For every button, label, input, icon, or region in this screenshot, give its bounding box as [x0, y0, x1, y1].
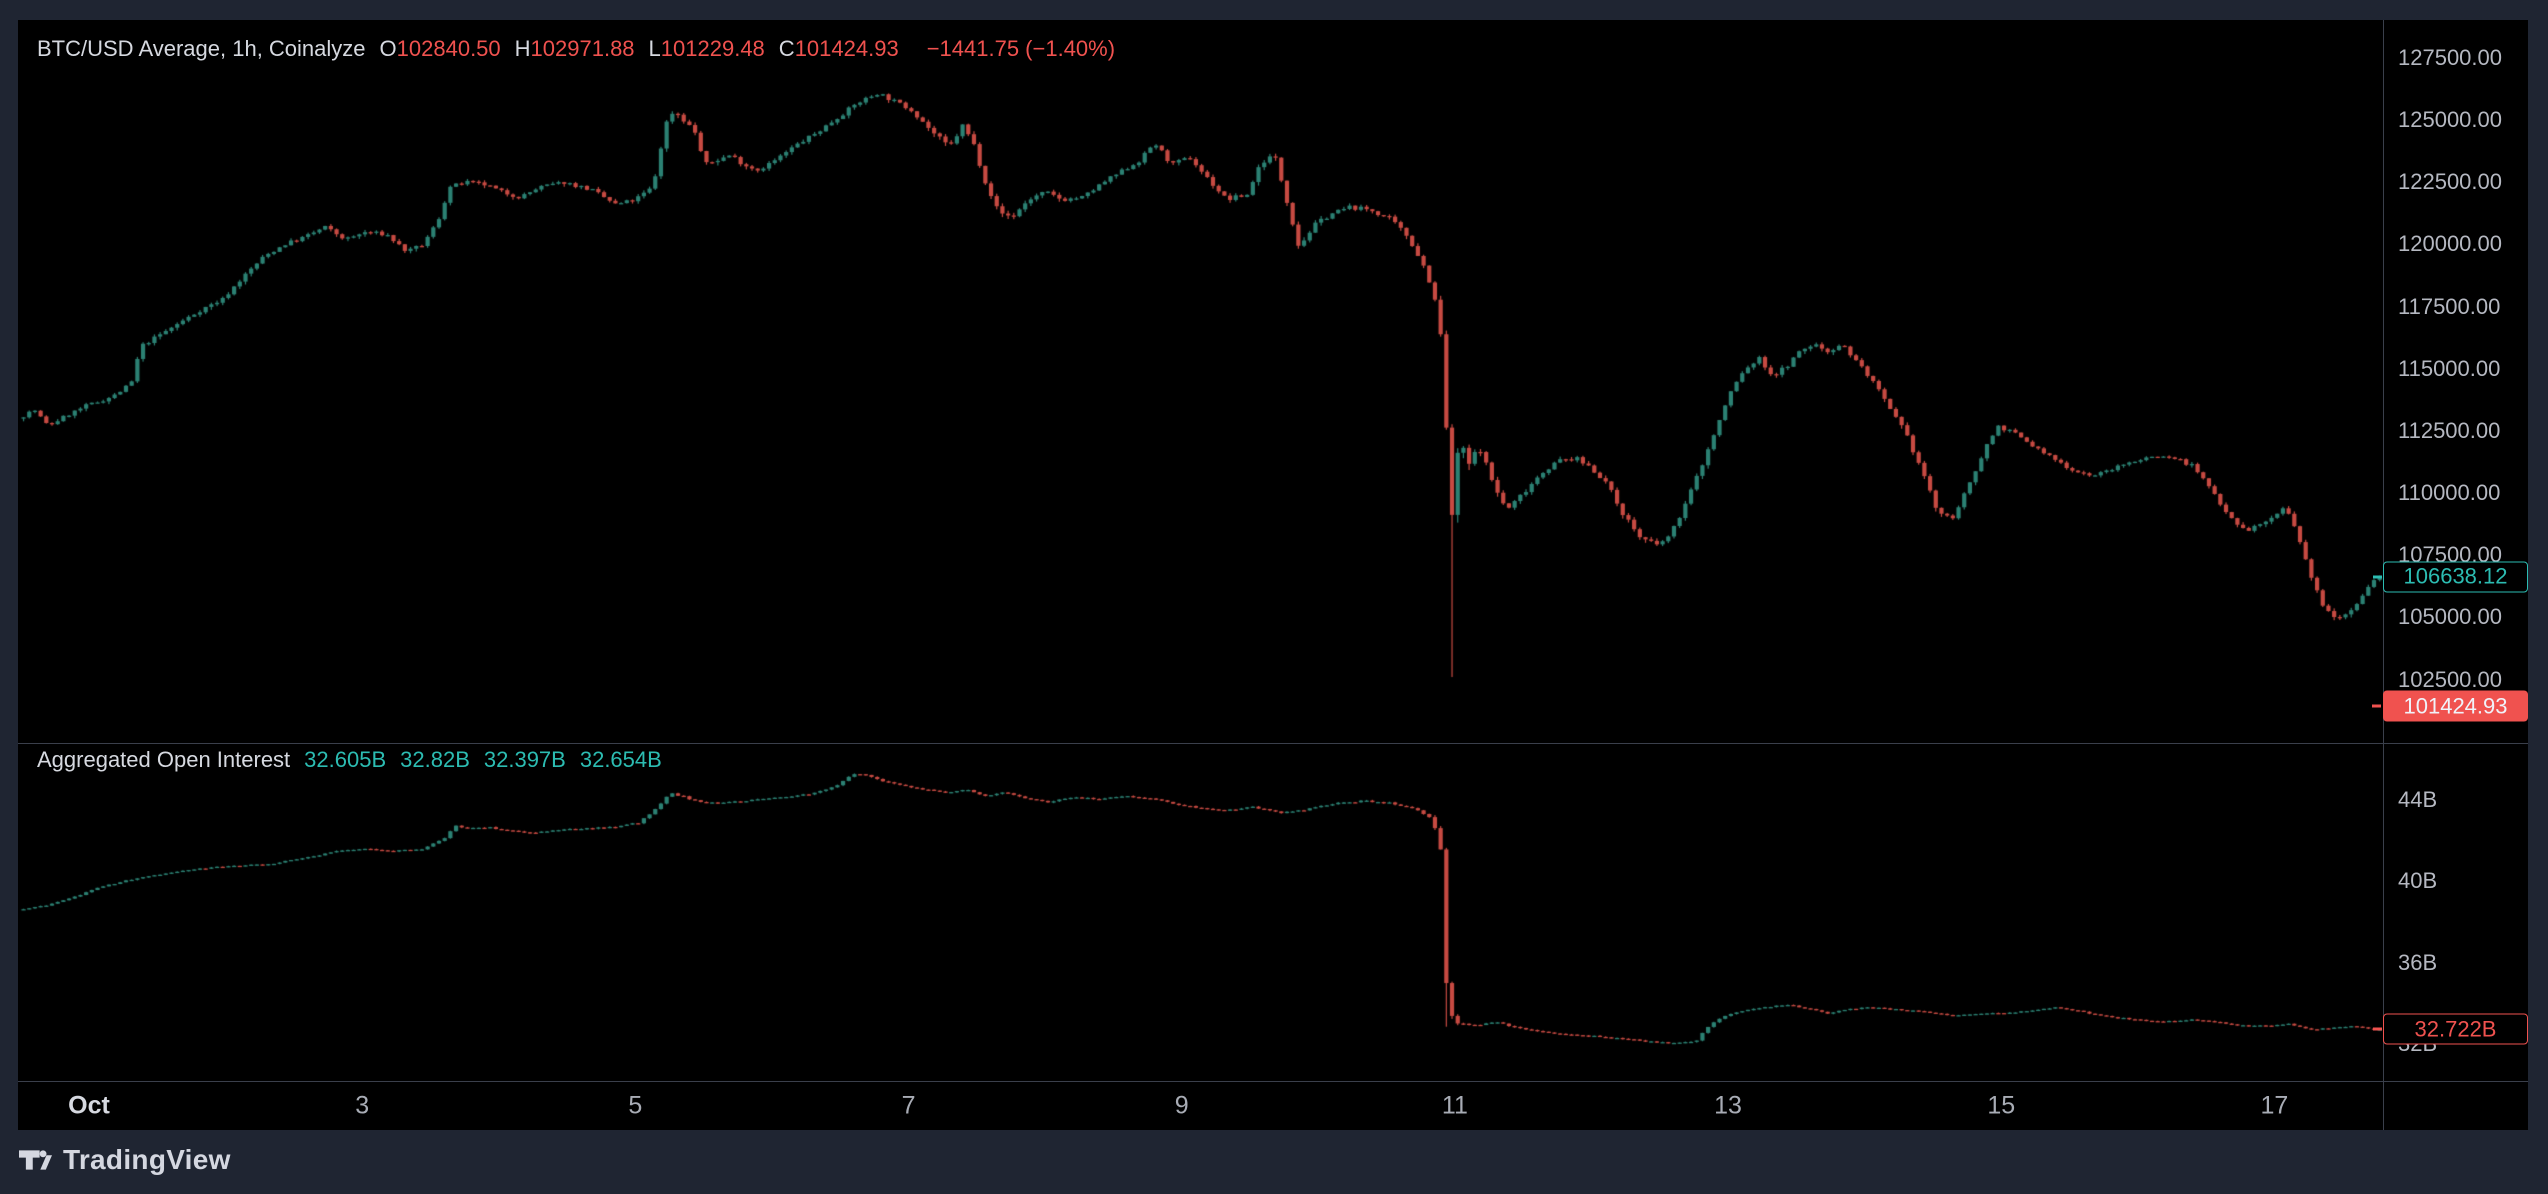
tradingview-brand-text[interactable]: TradingView: [63, 1144, 231, 1175]
price-axis-tick: 117500.00: [2398, 293, 2501, 319]
time-axis-label: 5: [628, 1091, 643, 1120]
price-axis-tick: 110000.00: [2398, 480, 2501, 506]
price-axis-tick: 125000.00: [2398, 107, 2502, 133]
price-axis-tick: 122500.00: [2398, 169, 2502, 195]
time-axis-label: 13: [1714, 1091, 1742, 1120]
time-axis-label: 15: [1987, 1091, 2016, 1120]
time-axis-label: 11: [1441, 1091, 1468, 1120]
price-axis-tick: 102500.00: [2398, 666, 2502, 692]
time-axis-label: 3: [355, 1091, 370, 1120]
price-axis-tick: 120000.00: [2398, 231, 2502, 257]
oi-axis-tick: 36B: [2398, 949, 2438, 975]
close-price-badge: 101424.93: [2372, 690, 2528, 722]
ohlc-label: H: [514, 36, 531, 61]
time-axis-label: 7: [901, 1091, 916, 1120]
time-axis-label: 17: [2260, 1091, 2289, 1120]
price-axis-tick: 105000.00: [2398, 604, 2502, 630]
ohlc-label: C: [778, 36, 795, 61]
price-change: −1441.75 (−1.40%): [926, 36, 1116, 61]
oi-value: 32.605B: [304, 747, 387, 772]
tradingview-logo-icon[interactable]: [19, 1150, 52, 1170]
time-axis-label: Oct: [68, 1091, 110, 1120]
oi-value: 32.397B: [483, 747, 566, 772]
oi-value: 32.654B: [579, 747, 662, 772]
symbol-legend: BTC/USD Average, 1h, Coinalyze O102840.50…: [37, 36, 1115, 62]
ohlc-value: 102971.88: [530, 36, 635, 61]
oi-value: 32.82B: [400, 747, 470, 772]
ohlc-value: 101424.93: [794, 36, 899, 61]
pane-separator[interactable]: [18, 743, 2528, 744]
ohlc-label: L: [648, 36, 661, 61]
ohlc-value: 102840.50: [396, 36, 501, 61]
ohlc-label: O: [379, 36, 397, 61]
last-price-badge: 106638.12: [2373, 561, 2528, 593]
oi-last-badge: 32.722B: [2373, 1013, 2528, 1045]
price-axis-tick: 112500.00: [2398, 417, 2501, 443]
time-axis-label: 9: [1174, 1091, 1189, 1120]
indicator-title[interactable]: Aggregated Open Interest: [37, 747, 291, 772]
symbol-title[interactable]: BTC/USD Average, 1h, Coinalyze: [37, 36, 366, 61]
indicator-legend: Aggregated Open Interest 32.605B 32.82B 32.…: [37, 747, 676, 773]
price-axis-tick: 115000.00: [2398, 355, 2501, 381]
ohlc-value: 101229.48: [660, 36, 765, 61]
oi-axis-tick: 40B: [2398, 868, 2438, 894]
oi-axis-tick: 44B: [2398, 787, 2438, 812]
price-axis-tick: 127500.00: [2398, 45, 2502, 70]
footer: TradingView: [19, 1144, 231, 1176]
time-axis-border: [18, 1081, 2528, 1082]
